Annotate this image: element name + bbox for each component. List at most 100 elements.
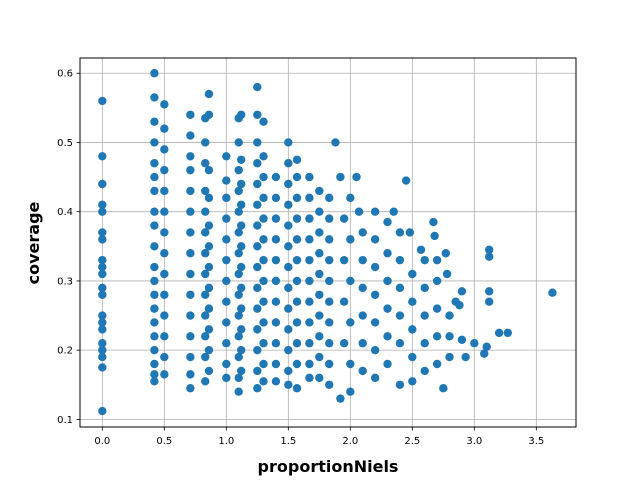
- data-point: [234, 186, 243, 196]
- data-point: [222, 176, 231, 185]
- data-point: [305, 318, 314, 327]
- data-point: [370, 318, 380, 327]
- data-point: [305, 193, 314, 203]
- data-point: [201, 290, 210, 299]
- data-point: [201, 269, 210, 279]
- data-point: [315, 290, 324, 299]
- data-point: [160, 228, 169, 237]
- data-point: [259, 377, 268, 386]
- data-point: [160, 370, 169, 379]
- data-point: [315, 311, 324, 320]
- data-point: [204, 193, 214, 203]
- data-point: [98, 345, 107, 355]
- data-point: [237, 155, 246, 164]
- data-point: [201, 352, 210, 362]
- data-point: [432, 332, 442, 341]
- data-point: [408, 269, 417, 279]
- data-point: [253, 221, 262, 230]
- data-point: [271, 359, 281, 369]
- data-point: [325, 235, 334, 244]
- data-point: [160, 100, 169, 109]
- data-point: [305, 214, 314, 223]
- data-point: [383, 359, 392, 369]
- data-point: [292, 172, 302, 182]
- data-point: [292, 255, 302, 265]
- data-point: [186, 290, 195, 299]
- data-point: [201, 332, 210, 341]
- x-axis-title: proportionNiels: [258, 457, 399, 476]
- data-point: [292, 384, 302, 393]
- data-point: [234, 332, 243, 341]
- data-point: [222, 373, 231, 383]
- data-point: [259, 117, 268, 126]
- data-point: [325, 214, 334, 223]
- data-point: [160, 269, 169, 279]
- data-point: [325, 380, 334, 389]
- data-point: [271, 235, 281, 244]
- data-point: [150, 345, 159, 355]
- data-point: [201, 207, 210, 216]
- x-tick-label: 3.0: [466, 436, 482, 447]
- data-point: [160, 145, 169, 154]
- data-point: [204, 242, 214, 251]
- data-point: [305, 276, 314, 286]
- data-point: [98, 235, 107, 244]
- data-point: [98, 200, 107, 209]
- data-point: [160, 186, 169, 196]
- data-point: [284, 283, 293, 293]
- data-point: [383, 304, 392, 313]
- data-point: [237, 262, 246, 272]
- data-point: [284, 221, 293, 230]
- data-point: [305, 255, 314, 265]
- data-point: [358, 283, 367, 293]
- data-point: [352, 172, 361, 182]
- data-point: [441, 249, 450, 258]
- data-point: [259, 255, 268, 265]
- x-tick-label: 2.0: [342, 436, 358, 447]
- data-point: [234, 269, 243, 279]
- data-point: [237, 325, 246, 334]
- data-point: [370, 290, 380, 299]
- data-point: [160, 165, 169, 175]
- data-point: [204, 325, 214, 334]
- data-point: [284, 380, 293, 389]
- data-point: [482, 342, 491, 351]
- data-point: [98, 179, 107, 189]
- data-point: [339, 339, 349, 348]
- data-point: [315, 249, 324, 258]
- data-point: [430, 231, 439, 241]
- data-point: [315, 228, 324, 237]
- data-point: [305, 172, 314, 182]
- data-point: [485, 252, 494, 261]
- data-point: [204, 221, 214, 230]
- data-point: [98, 318, 107, 327]
- data-point: [150, 138, 159, 147]
- data-point: [325, 276, 334, 286]
- data-point: [315, 332, 324, 341]
- data-point: [222, 297, 231, 306]
- data-point: [325, 255, 334, 265]
- data-point: [455, 300, 464, 310]
- data-point: [305, 339, 314, 348]
- data-point: [204, 283, 214, 293]
- data-point: [201, 228, 210, 237]
- x-tick-label: 3.5: [528, 436, 544, 447]
- data-point: [336, 394, 345, 403]
- data-point: [234, 138, 243, 147]
- data-point: [186, 352, 195, 362]
- data-point: [259, 235, 268, 244]
- data-point: [271, 214, 281, 223]
- data-point: [253, 325, 262, 334]
- data-point: [237, 221, 246, 230]
- data-point: [292, 193, 302, 203]
- data-point: [259, 172, 268, 182]
- data-point: [408, 352, 417, 362]
- data-point: [186, 131, 195, 140]
- data-point: [253, 242, 262, 251]
- data-point: [331, 138, 340, 147]
- data-point: [204, 89, 214, 99]
- data-point: [234, 165, 243, 175]
- y-tick-label: 0.6: [57, 69, 73, 80]
- data-point: [150, 262, 159, 272]
